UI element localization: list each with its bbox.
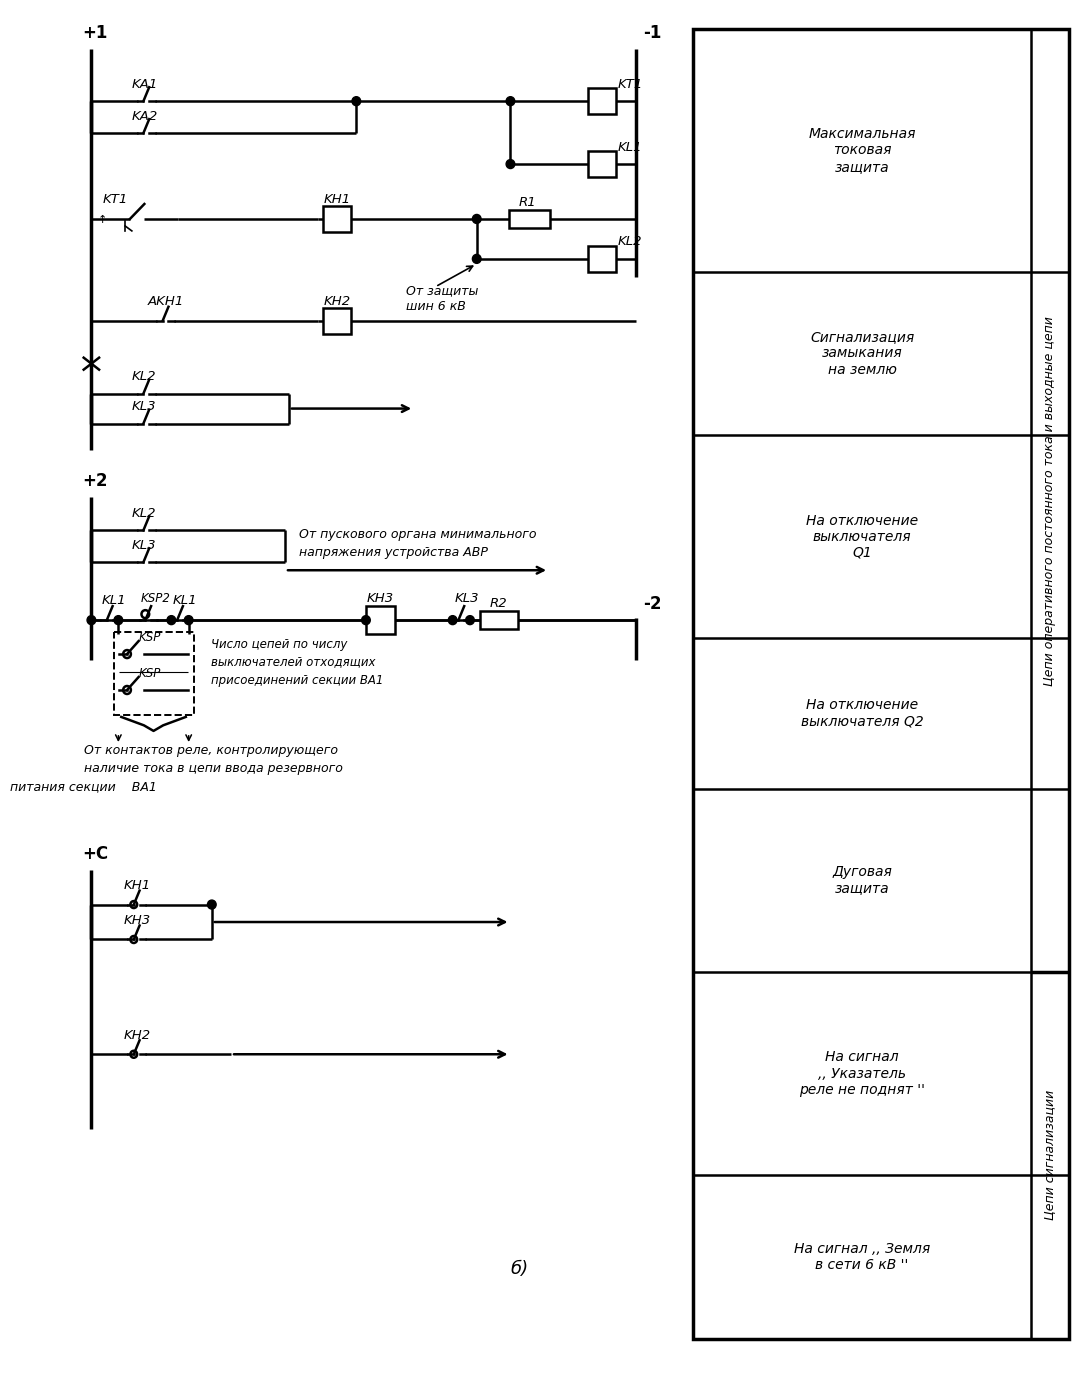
Text: Число цепей по числу: Число цепей по числу bbox=[211, 638, 348, 650]
Text: KL1: KL1 bbox=[617, 140, 642, 154]
Text: На отключение
выключателя Q2: На отключение выключателя Q2 bbox=[800, 698, 923, 729]
Bar bbox=[480, 610, 518, 630]
Text: KA1: KA1 bbox=[131, 78, 159, 91]
Text: +1: +1 bbox=[81, 25, 108, 43]
Text: Максимальная
токовая
защита: Максимальная токовая защита bbox=[808, 128, 915, 173]
Circle shape bbox=[506, 160, 515, 169]
Text: KL1: KL1 bbox=[102, 594, 126, 606]
Circle shape bbox=[114, 616, 123, 624]
Text: б): б) bbox=[510, 1260, 529, 1277]
Text: присоединений секции ВА1: присоединений секции ВА1 bbox=[211, 674, 383, 686]
Bar bbox=[588, 246, 617, 272]
Text: Цепи оперативного постоянного тока и выходные цепи: Цепи оперативного постоянного тока и вых… bbox=[1044, 316, 1057, 686]
Bar bbox=[588, 151, 617, 177]
Bar bbox=[509, 210, 550, 228]
Bar bbox=[114, 632, 193, 715]
Text: -2: -2 bbox=[643, 595, 661, 613]
Text: ↑: ↑ bbox=[98, 214, 108, 226]
Bar bbox=[366, 606, 395, 634]
Text: напряжения устройства АВР: напряжения устройства АВР bbox=[299, 546, 488, 558]
Text: KH2: KH2 bbox=[324, 296, 351, 308]
Text: Цепи сигнализации: Цепи сигнализации bbox=[1044, 1090, 1057, 1221]
Text: KL1: KL1 bbox=[173, 594, 197, 606]
Bar bbox=[588, 88, 617, 114]
Circle shape bbox=[185, 616, 193, 624]
Text: +C: +C bbox=[81, 844, 108, 862]
Text: От пускового органа минимального: От пускового органа минимального bbox=[299, 528, 536, 540]
Text: KL2: KL2 bbox=[131, 507, 156, 520]
Text: KH3: KH3 bbox=[367, 591, 394, 605]
Circle shape bbox=[352, 96, 361, 106]
Circle shape bbox=[449, 616, 457, 624]
Text: Дуговая
защита: Дуговая защита bbox=[832, 865, 892, 895]
Text: KSP: KSP bbox=[139, 667, 161, 679]
Bar bbox=[694, 29, 1070, 1339]
Text: KL2: KL2 bbox=[617, 235, 642, 249]
Text: На отключение
выключателя
Q1: На отключение выключателя Q1 bbox=[806, 513, 918, 560]
Text: На сигнал ,, Земля
в сети 6 кВ '': На сигнал ,, Земля в сети 6 кВ '' bbox=[794, 1242, 931, 1272]
Circle shape bbox=[87, 616, 96, 624]
Text: От защиты: От защиты bbox=[406, 285, 479, 297]
Text: KT1: KT1 bbox=[103, 194, 128, 206]
Text: R2: R2 bbox=[490, 597, 507, 609]
Circle shape bbox=[506, 96, 515, 106]
Circle shape bbox=[472, 214, 481, 224]
Text: KL3: KL3 bbox=[131, 539, 156, 551]
Text: наличие тока в цепи ввода резервного: наличие тока в цепи ввода резервного bbox=[84, 762, 342, 776]
Text: питания секции    ВА1: питания секции ВА1 bbox=[10, 780, 157, 793]
Text: KH1: KH1 bbox=[124, 879, 151, 892]
Text: KH1: KH1 bbox=[324, 194, 351, 206]
Text: От контактов реле, контролирующего: От контактов реле, контролирующего bbox=[84, 744, 338, 758]
Bar bbox=[323, 206, 352, 232]
Bar bbox=[323, 308, 352, 334]
Text: Сигнализация
замыкания
на землю: Сигнализация замыкания на землю bbox=[810, 330, 914, 377]
Text: +2: +2 bbox=[81, 473, 108, 491]
Text: KH2: KH2 bbox=[124, 1028, 151, 1042]
Text: KL3: KL3 bbox=[455, 591, 479, 605]
Text: На сигнал
,, Указатель
реле не поднят '': На сигнал ,, Указатель реле не поднят '' bbox=[799, 1050, 925, 1097]
Text: KT1: KT1 bbox=[617, 78, 643, 91]
Circle shape bbox=[362, 616, 370, 624]
Text: выключателей отходящих: выключателей отходящих bbox=[211, 656, 376, 668]
Text: KA2: KA2 bbox=[131, 110, 159, 122]
Circle shape bbox=[472, 254, 481, 264]
Text: KL2: KL2 bbox=[131, 370, 156, 384]
Text: -1: -1 bbox=[643, 25, 661, 43]
Text: KL3: KL3 bbox=[131, 400, 156, 412]
Text: KSP: KSP bbox=[139, 631, 161, 644]
Text: R1: R1 bbox=[518, 197, 535, 209]
Text: AKH1: AKH1 bbox=[148, 296, 184, 308]
Circle shape bbox=[466, 616, 475, 624]
Text: шин 6 кВ: шин 6 кВ bbox=[406, 300, 466, 314]
Text: KSP2: KSP2 bbox=[140, 591, 171, 605]
Circle shape bbox=[207, 901, 216, 909]
Circle shape bbox=[167, 616, 176, 624]
Text: KH3: KH3 bbox=[124, 914, 151, 927]
